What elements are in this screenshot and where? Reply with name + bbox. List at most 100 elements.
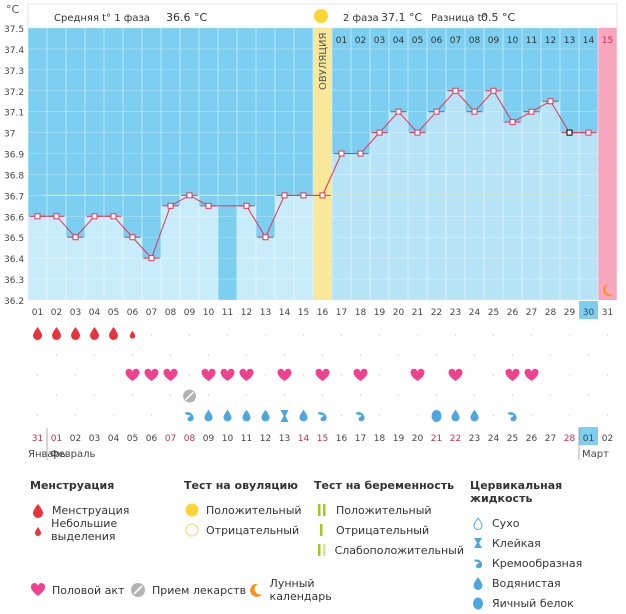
calendar-date: 11 — [241, 434, 252, 444]
temperature-bar — [351, 153, 370, 300]
dot-placeholder — [359, 354, 362, 356]
calendar-date: 27 — [545, 434, 556, 444]
dot-placeholder — [454, 334, 457, 336]
x-tick-label: 08 — [165, 308, 177, 318]
dot-placeholder — [416, 414, 419, 416]
heart-icon — [353, 368, 368, 381]
y-tick-label: 36.6 — [4, 213, 24, 223]
y-tick-label: 37.1 — [4, 109, 24, 119]
temperature-bar — [465, 111, 484, 300]
calendar-date: 09 — [203, 434, 215, 444]
watery-icon — [299, 409, 308, 422]
x-tick-label: 18 — [355, 308, 367, 318]
calendar-date: 02 — [602, 434, 613, 444]
x-tick-label: 23 — [450, 308, 461, 318]
phase2-day-label: 05 — [412, 36, 423, 46]
phase1-value: 36.6 °C — [166, 11, 207, 24]
temperature-segment — [265, 195, 285, 238]
dot-placeholder — [207, 354, 210, 356]
dot-placeholder — [340, 334, 343, 336]
x-tick-label: 05 — [108, 308, 119, 318]
moon-icon-group — [603, 284, 614, 296]
dot-placeholder — [150, 334, 153, 336]
calendar-date: 20 — [412, 434, 424, 444]
calendar-date: 01 — [51, 434, 62, 444]
calendar-date: 26 — [526, 434, 538, 444]
ovulation-band — [313, 28, 332, 300]
heart-icon — [220, 368, 235, 381]
empty-circle-icon — [185, 523, 199, 537]
month-label-current: Февраль — [50, 449, 96, 460]
dot-placeholder — [283, 354, 286, 356]
sticky-icon — [280, 410, 289, 422]
legend-ovulation-title: Тест на овуляцию — [184, 479, 298, 492]
legend-cervical-item: Кремообразная — [492, 556, 583, 570]
temperature-segment — [455, 90, 475, 113]
temperature-bar — [427, 111, 446, 300]
heart-icon — [277, 368, 292, 381]
temperature-bar — [275, 195, 294, 300]
calendar-date: 07 — [165, 434, 176, 444]
temperature-point — [509, 119, 516, 126]
y-tick-label: 37 — [4, 130, 15, 140]
dot-placeholder — [587, 394, 590, 396]
temperature-segment — [360, 132, 380, 154]
temperature-bar — [256, 237, 275, 300]
temperature-point — [91, 213, 98, 220]
temperature-point — [167, 202, 174, 209]
dot-placeholder — [264, 334, 267, 336]
temperature-bar — [541, 101, 560, 300]
x-tick-label: 26 — [507, 308, 519, 318]
phase2-value: 37.1 °C — [381, 11, 422, 24]
temperature-point — [433, 108, 440, 115]
phase2-day-label: 08 — [469, 36, 481, 46]
temperature-segment — [493, 90, 513, 123]
dot-placeholder — [549, 354, 552, 356]
symptom-rows — [33, 327, 609, 422]
spotting-drop-icon — [129, 330, 136, 339]
x-tick-label: 11 — [222, 308, 233, 318]
x-tick-label: 16 — [317, 308, 329, 318]
dot-placeholder — [397, 354, 400, 356]
pill-stripe — [184, 391, 195, 401]
temperature-point — [110, 213, 117, 220]
dot-placeholder — [36, 374, 39, 376]
watery-icon — [473, 577, 483, 590]
dot-placeholder — [74, 414, 77, 416]
x-tick-label: 22 — [431, 308, 442, 318]
phase2-day-label: 07 — [450, 36, 461, 46]
x-tick-label: 14 — [279, 308, 291, 318]
watery-icon — [223, 409, 232, 422]
creamy-icon — [355, 412, 365, 422]
dot-placeholder — [131, 354, 134, 356]
temperature-bar — [522, 111, 541, 300]
legend-cervical-item: Клейкая — [492, 536, 541, 550]
temperature-segment — [550, 100, 570, 133]
calendar-date: 12 — [260, 434, 271, 444]
x-tick-label: 29 — [564, 308, 576, 318]
dot-placeholder — [435, 354, 438, 356]
heart-icon — [239, 368, 254, 381]
temperature-point — [471, 108, 478, 115]
heart-icon — [410, 368, 425, 381]
watery-icon — [451, 409, 460, 422]
temperature-point — [490, 87, 497, 94]
temperature-segment — [379, 111, 399, 133]
unit-label: °C — [6, 3, 20, 16]
temperature-segment — [246, 205, 266, 238]
temperature-point — [357, 150, 364, 157]
legend-pregnancy-item: Слабоположительный — [334, 543, 464, 557]
temperature-point — [566, 129, 573, 136]
temperature-points — [29, 87, 597, 262]
temperature-point — [547, 98, 554, 105]
creamy-icon — [507, 412, 517, 422]
menstruation-drop-icon — [33, 327, 42, 340]
legend-pregnancy-item: Положительный — [336, 503, 432, 517]
phase2-day-label: 12 — [545, 36, 556, 46]
dot-placeholder — [245, 394, 248, 396]
menstruation-day-label: 15 — [602, 36, 613, 46]
phase2-day-label: 13 — [564, 36, 575, 46]
calendar-date: 01 — [583, 434, 594, 444]
phase2-day-label: 02 — [355, 36, 366, 46]
heart-icon — [144, 368, 159, 381]
